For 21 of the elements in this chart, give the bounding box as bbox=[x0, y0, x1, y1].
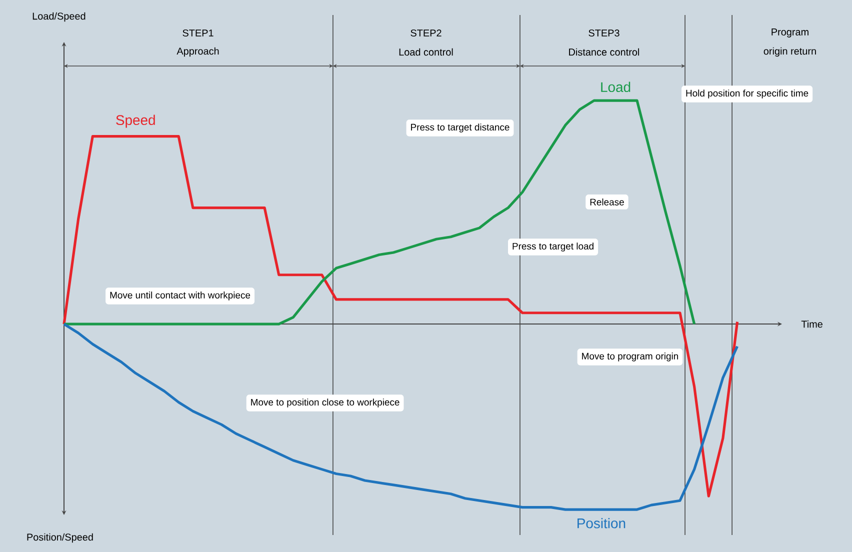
series-label: Speed bbox=[116, 114, 155, 128]
annotation: Press to target distance bbox=[411, 124, 510, 132]
annotation: Release bbox=[590, 198, 624, 206]
series-label: Position bbox=[578, 518, 626, 528]
text: STEP1 bbox=[182, 29, 214, 37]
text: Distance control bbox=[569, 48, 640, 56]
text: STEP3 bbox=[588, 29, 620, 37]
series-label: Load bbox=[601, 82, 630, 92]
annotation: Move to position close to workpiece bbox=[251, 398, 400, 408]
annotation: Move until contact with workpiece bbox=[110, 292, 250, 300]
text: origin return bbox=[764, 47, 816, 57]
text: Time bbox=[801, 320, 822, 328]
annotation: Move to program origin bbox=[582, 352, 678, 362]
text: Program bbox=[772, 28, 808, 38]
text: STEP2 bbox=[410, 29, 442, 37]
text: Load control bbox=[399, 48, 453, 56]
text: Hold position for specific time bbox=[686, 90, 808, 98]
text: Load/Speed bbox=[32, 12, 86, 22]
text: Position/Speed bbox=[27, 533, 93, 543]
text: Approach bbox=[176, 47, 219, 57]
annotation: Press to target load bbox=[512, 242, 594, 252]
